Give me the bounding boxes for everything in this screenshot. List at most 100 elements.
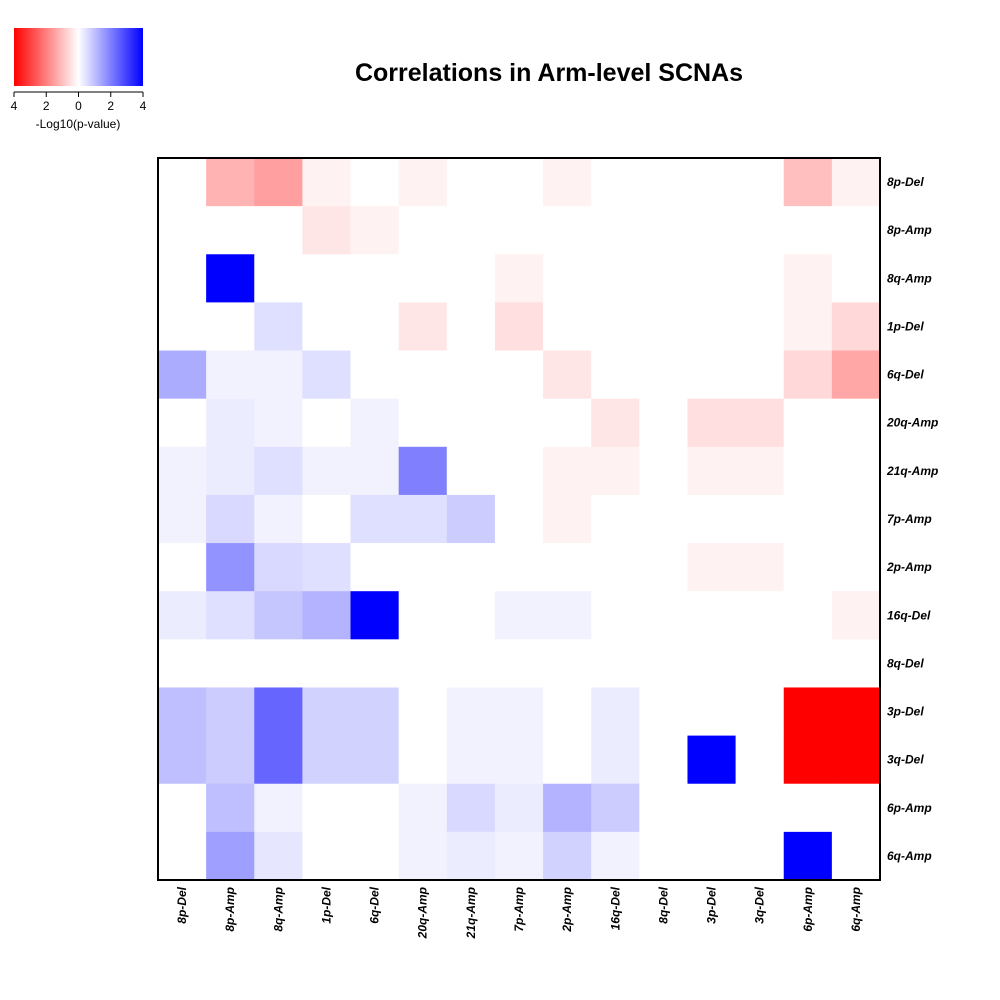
heatmap-cell — [735, 158, 785, 207]
heatmap-cell — [494, 398, 544, 448]
heatmap-cell — [543, 543, 592, 592]
heatmap-cell — [735, 302, 785, 352]
heatmap-cell — [206, 783, 255, 833]
heatmap-cell — [206, 254, 255, 303]
heatmap-cell — [254, 350, 303, 400]
heatmap-cell — [206, 735, 255, 785]
heatmap-cell — [494, 254, 544, 303]
heatmap-cell — [254, 206, 303, 255]
heatmap-cell — [687, 687, 737, 737]
legend-tick-label: 2 — [43, 99, 50, 113]
heatmap-cell — [591, 687, 640, 737]
legend-color-bar — [14, 28, 143, 86]
heatmap-cell — [206, 831, 255, 881]
heatmap-cell — [158, 446, 207, 496]
column-label: 3q-Del — [753, 886, 767, 923]
heatmap-cell — [494, 543, 544, 592]
heatmap-cell — [687, 494, 737, 544]
column-label: 6p-Amp — [801, 887, 815, 932]
heatmap-cell — [735, 206, 785, 255]
heatmap-cell — [446, 254, 496, 303]
column-label: 8p-Amp — [223, 887, 237, 932]
heatmap-cell — [687, 543, 737, 592]
heatmap-cell — [639, 543, 688, 592]
heatmap-cell — [158, 639, 207, 688]
heatmap-cell — [831, 494, 881, 544]
heatmap-cell — [398, 783, 448, 833]
column-label: 8q-Del — [656, 886, 670, 923]
heatmap-cell — [446, 783, 496, 833]
heatmap-cell — [591, 446, 640, 496]
heatmap-cell — [206, 158, 255, 207]
heatmap-cell — [494, 446, 544, 496]
row-label: 3q-Del — [887, 753, 924, 767]
heatmap-cell — [735, 687, 785, 737]
heatmap-cell — [350, 687, 400, 737]
heatmap-cell — [398, 206, 448, 255]
heatmap-cell — [735, 783, 785, 833]
heatmap-cell — [783, 398, 833, 448]
heatmap-cell — [735, 831, 785, 881]
row-label: 21q-Amp — [886, 464, 938, 478]
heatmap-cell — [687, 831, 737, 881]
heatmap-cell — [735, 398, 785, 448]
heatmap-cell — [158, 398, 207, 448]
heatmap-cell — [591, 302, 640, 352]
row-label: 8q-Amp — [887, 271, 932, 285]
heatmap-cell — [446, 591, 496, 640]
heatmap-cell — [494, 158, 544, 207]
heatmap-cell — [302, 494, 352, 544]
heatmap-cell — [543, 302, 592, 352]
heatmap-cell — [783, 783, 833, 833]
heatmap-cell — [302, 254, 352, 303]
heatmap-cell — [735, 446, 785, 496]
heatmap-cell — [591, 206, 640, 255]
heatmap-cell — [302, 206, 352, 255]
heatmap-cell — [206, 639, 255, 688]
heatmap-cell — [302, 831, 352, 881]
heatmap-cell — [735, 254, 785, 303]
heatmap-cell — [206, 494, 255, 544]
heatmap-cell — [831, 446, 881, 496]
column-label: 6q-Del — [368, 886, 382, 923]
heatmap-cell — [446, 158, 496, 207]
heatmap-cell — [206, 398, 255, 448]
heatmap-cell — [254, 398, 303, 448]
heatmap-cell — [398, 543, 448, 592]
plot-frame — [157, 157, 881, 881]
heatmap-cell — [302, 735, 352, 785]
heatmap-cell — [831, 591, 881, 640]
column-label: 16q-Del — [608, 886, 622, 930]
heatmap-cell — [831, 398, 881, 448]
heatmap-cell — [831, 254, 881, 303]
heatmap-cell — [446, 543, 496, 592]
heatmap-cell — [398, 254, 448, 303]
column-label: 8p-Del — [175, 886, 189, 923]
heatmap-cell — [158, 783, 207, 833]
heatmap-cell — [687, 639, 737, 688]
heatmap-cell — [302, 350, 352, 400]
row-label: 16q-Del — [887, 608, 931, 622]
heatmap-cell — [398, 398, 448, 448]
heatmap-cells — [158, 158, 881, 881]
heatmap-cell — [254, 735, 303, 785]
heatmap-cell — [591, 831, 640, 881]
heatmap-cell — [735, 543, 785, 592]
heatmap-cell — [591, 398, 640, 448]
heatmap-cell — [350, 158, 400, 207]
heatmap-cell — [543, 350, 592, 400]
heatmap-cell — [302, 591, 352, 640]
heatmap-cell — [687, 591, 737, 640]
heatmap-cell — [254, 446, 303, 496]
heatmap-cell — [446, 687, 496, 737]
heatmap-cell — [158, 494, 207, 544]
heatmap-cell — [302, 687, 352, 737]
heatmap-cell — [687, 350, 737, 400]
heatmap-cell — [158, 591, 207, 640]
heatmap-cell — [494, 831, 544, 881]
heatmap-cell — [783, 206, 833, 255]
heatmap-cell — [350, 254, 400, 303]
heatmap-cell — [158, 831, 207, 881]
heatmap-cell — [494, 206, 544, 255]
heatmap-cell — [543, 639, 592, 688]
